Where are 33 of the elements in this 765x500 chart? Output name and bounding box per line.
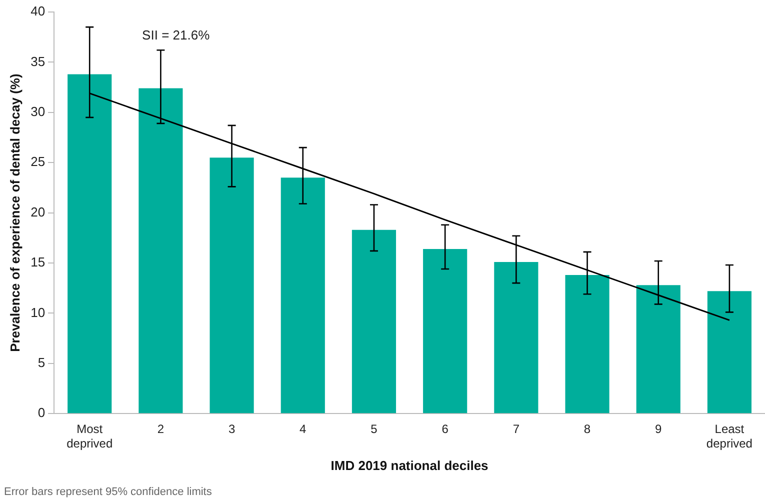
y-tick-label: 10 xyxy=(30,304,46,320)
y-tick-label: 30 xyxy=(30,104,46,119)
bar xyxy=(565,275,610,414)
bar xyxy=(210,158,254,414)
x-tick-label: 5 xyxy=(370,422,378,436)
x-tick-label: 9 xyxy=(655,422,662,436)
bar xyxy=(636,285,680,414)
y-tick-label: 0 xyxy=(38,405,46,420)
x-tick-label: 3 xyxy=(228,422,236,436)
bar xyxy=(352,230,396,414)
y-tick-label: 25 xyxy=(30,154,46,170)
annotation: SII = 21.6% xyxy=(142,28,210,43)
bar xyxy=(68,74,112,414)
x-tick-label: 4 xyxy=(300,422,307,436)
bar xyxy=(280,178,325,414)
x-tick-label: 2 xyxy=(157,422,164,436)
x-tick-label: Least deprived xyxy=(706,422,752,451)
x-tick-label: 8 xyxy=(584,422,591,436)
y-tick-label: 40 xyxy=(30,4,46,19)
text: Error bars represent 95% confidence limits xyxy=(4,486,212,498)
x-tick-label: 7 xyxy=(512,422,520,436)
x-axis-title: IMD 2019 national deciles xyxy=(330,458,488,473)
bar xyxy=(138,88,183,414)
x-tick-label: Most deprived xyxy=(66,422,113,451)
bar xyxy=(494,262,538,414)
y-axis-title: Prevalence of experience of dental decay (%) xyxy=(7,74,22,352)
bar xyxy=(707,291,752,414)
bar xyxy=(423,248,468,414)
x-tick-label: 6 xyxy=(442,422,449,436)
y-tick-label: 15 xyxy=(30,254,46,270)
y-tick-label: 5 xyxy=(38,354,46,370)
y-tick-label: 20 xyxy=(30,204,46,220)
y-tick-label: 35 xyxy=(30,54,46,69)
